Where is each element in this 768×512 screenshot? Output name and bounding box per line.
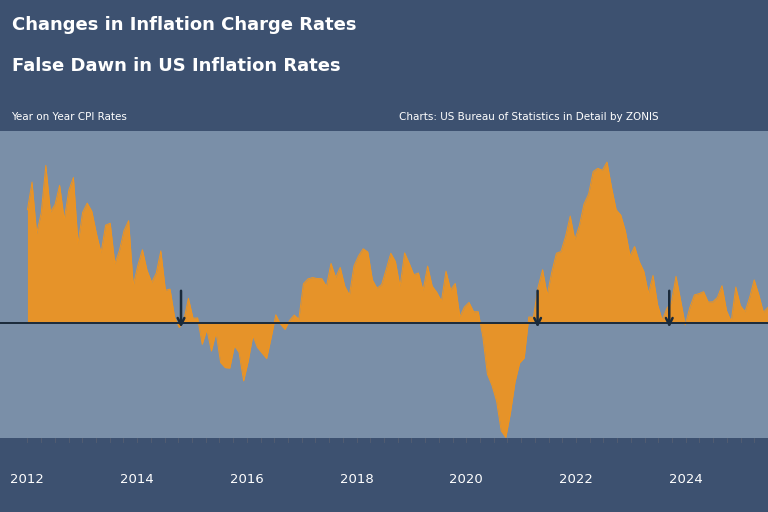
Text: Changes in Inflation Charge Rates: Changes in Inflation Charge Rates [12, 16, 356, 34]
Text: 2024: 2024 [669, 473, 703, 486]
Text: 2018: 2018 [339, 473, 373, 486]
Text: 2012: 2012 [11, 473, 45, 486]
Text: 2016: 2016 [230, 473, 263, 486]
Text: 2014: 2014 [121, 473, 154, 486]
Text: Year on Year CPI Rates: Year on Year CPI Rates [12, 112, 127, 122]
Text: Charts: US Bureau of Statistics in Detail by ZONIS: Charts: US Bureau of Statistics in Detai… [399, 112, 659, 122]
Text: False Dawn in US Inflation Rates: False Dawn in US Inflation Rates [12, 57, 340, 75]
Text: 2022: 2022 [559, 473, 593, 486]
Text: 2020: 2020 [449, 473, 483, 486]
